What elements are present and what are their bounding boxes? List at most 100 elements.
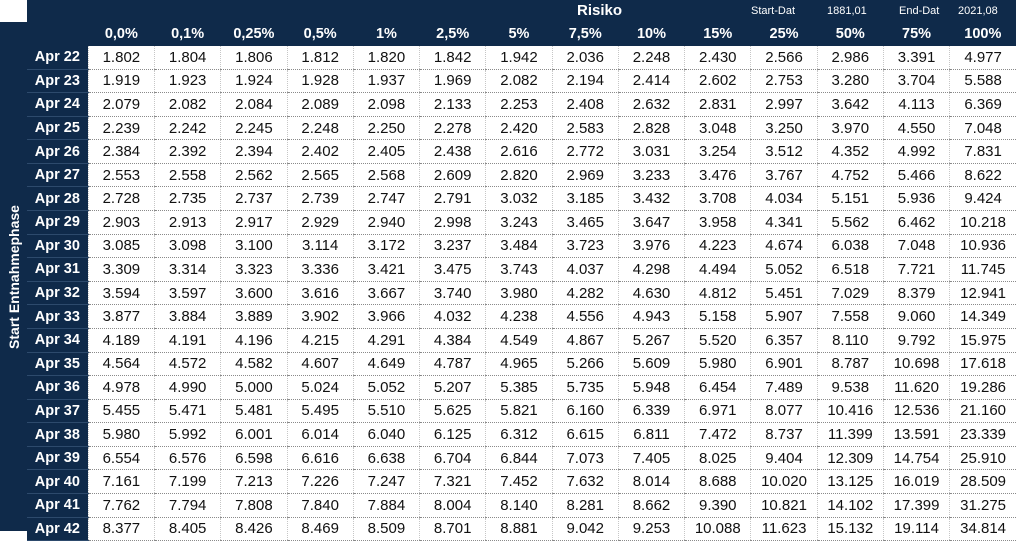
- table-cell[interactable]: 2.986: [816, 46, 884, 70]
- table-cell[interactable]: 8.662: [617, 493, 685, 518]
- table-cell[interactable]: 5.052: [352, 375, 420, 400]
- table-cell[interactable]: 2.405: [352, 139, 420, 164]
- table-cell[interactable]: 5.980: [684, 352, 751, 377]
- row-header[interactable]: Apr 24: [27, 92, 89, 117]
- row-header[interactable]: Apr 35: [27, 352, 89, 377]
- table-cell[interactable]: 6.312: [485, 422, 553, 447]
- table-cell[interactable]: 4.032: [419, 304, 486, 329]
- table-cell[interactable]: 1.806: [220, 46, 288, 70]
- table-cell[interactable]: 4.494: [684, 257, 751, 282]
- row-header[interactable]: Apr 33: [27, 304, 89, 329]
- table-cell[interactable]: 2.929: [286, 210, 354, 235]
- table-cell[interactable]: 3.031: [617, 139, 685, 164]
- table-cell[interactable]: 4.223: [684, 234, 751, 259]
- table-cell[interactable]: 2.239: [87, 116, 155, 141]
- table-cell[interactable]: 2.831: [684, 92, 751, 117]
- table-cell[interactable]: 6.971: [684, 399, 751, 424]
- table-cell[interactable]: 11.623: [750, 517, 818, 541]
- table-cell[interactable]: 3.884: [153, 304, 221, 329]
- table-cell[interactable]: 10.218: [949, 210, 1016, 235]
- table-cell[interactable]: 3.647: [617, 210, 685, 235]
- table-cell[interactable]: 19.114: [882, 517, 950, 541]
- table-cell[interactable]: 6.901: [750, 352, 818, 377]
- table-cell[interactable]: 2.036: [551, 46, 619, 70]
- table-cell[interactable]: 4.943: [617, 304, 685, 329]
- table-cell[interactable]: 2.084: [220, 92, 288, 117]
- table-cell[interactable]: 4.630: [617, 281, 685, 306]
- table-cell[interactable]: 3.233: [617, 163, 685, 188]
- table-cell[interactable]: 11.745: [949, 257, 1016, 282]
- table-cell[interactable]: 3.048: [684, 116, 751, 141]
- table-cell[interactable]: 5.520: [684, 328, 751, 353]
- table-cell[interactable]: 8.405: [153, 517, 221, 541]
- table-cell[interactable]: 4.550: [882, 116, 950, 141]
- table-cell[interactable]: 2.394: [220, 139, 288, 164]
- row-header[interactable]: Apr 38: [27, 422, 89, 447]
- table-cell[interactable]: 8.509: [352, 517, 420, 541]
- table-cell[interactable]: 2.568: [352, 163, 420, 188]
- table-cell[interactable]: 7.226: [286, 469, 354, 494]
- row-header[interactable]: Apr 27: [27, 163, 89, 188]
- table-cell[interactable]: 2.747: [352, 186, 420, 212]
- table-cell[interactable]: 6.616: [286, 446, 354, 471]
- table-cell[interactable]: 1.969: [419, 69, 486, 94]
- table-cell[interactable]: 8.379: [882, 281, 950, 306]
- table-cell[interactable]: 9.538: [816, 375, 884, 400]
- table-cell[interactable]: 4.649: [352, 352, 420, 377]
- table-cell[interactable]: 7.199: [153, 469, 221, 494]
- table-cell[interactable]: 2.420: [485, 116, 553, 141]
- table-cell[interactable]: 4.752: [816, 163, 884, 188]
- table-cell[interactable]: 4.196: [220, 328, 288, 353]
- table-cell[interactable]: 8.077: [750, 399, 818, 424]
- table-cell[interactable]: 7.048: [949, 116, 1016, 141]
- column-header[interactable]: 0,5%: [287, 22, 354, 46]
- table-cell[interactable]: 9.042: [551, 517, 619, 541]
- table-cell[interactable]: 2.566: [750, 46, 818, 70]
- table-cell[interactable]: 5.385: [485, 375, 553, 400]
- table-cell[interactable]: 8.881: [485, 517, 553, 541]
- column-header[interactable]: 25%: [750, 22, 818, 46]
- table-cell[interactable]: 3.877: [87, 304, 155, 329]
- table-cell[interactable]: 6.554: [87, 446, 155, 471]
- table-cell[interactable]: 1.923: [153, 69, 221, 94]
- table-cell[interactable]: 4.341: [750, 210, 818, 235]
- table-cell[interactable]: 1.842: [419, 46, 486, 70]
- table-cell[interactable]: 5.588: [949, 69, 1016, 94]
- table-cell[interactable]: 2.609: [419, 163, 486, 188]
- table-cell[interactable]: 3.314: [153, 257, 221, 282]
- table-cell[interactable]: 4.556: [551, 304, 619, 329]
- table-cell[interactable]: 7.472: [684, 422, 751, 447]
- table-cell[interactable]: 13.125: [816, 469, 884, 494]
- table-cell[interactable]: 13.591: [882, 422, 950, 447]
- table-cell[interactable]: 17.399: [882, 493, 950, 518]
- table-cell[interactable]: 2.969: [551, 163, 619, 188]
- table-cell[interactable]: 1.820: [352, 46, 420, 70]
- column-header[interactable]: 0,0%: [88, 22, 155, 46]
- table-cell[interactable]: 2.998: [419, 210, 486, 235]
- risk-label[interactable]: Risiko: [577, 2, 623, 19]
- table-cell[interactable]: 4.990: [153, 375, 221, 400]
- table-cell[interactable]: 7.762: [87, 493, 155, 518]
- table-cell[interactable]: 6.615: [551, 422, 619, 447]
- column-header[interactable]: 7,5%: [552, 22, 619, 46]
- table-cell[interactable]: 5.455: [87, 399, 155, 424]
- table-cell[interactable]: 9.390: [684, 493, 751, 518]
- table-cell[interactable]: 9.424: [949, 186, 1016, 212]
- table-cell[interactable]: 3.172: [352, 234, 420, 259]
- table-cell[interactable]: 2.772: [551, 139, 619, 164]
- table-cell[interactable]: 5.471: [153, 399, 221, 424]
- table-cell[interactable]: 5.948: [617, 375, 685, 400]
- table-cell[interactable]: 4.787: [419, 352, 486, 377]
- table-cell[interactable]: 2.278: [419, 116, 486, 141]
- table-cell[interactable]: 2.248: [617, 46, 685, 70]
- table-cell[interactable]: 2.565: [286, 163, 354, 188]
- table-cell[interactable]: 6.357: [750, 328, 818, 353]
- table-cell[interactable]: 5.481: [220, 399, 288, 424]
- table-cell[interactable]: 4.352: [816, 139, 884, 164]
- table-cell[interactable]: 12.309: [816, 446, 884, 471]
- end-date-value[interactable]: 2021,08: [958, 5, 998, 17]
- table-cell[interactable]: 2.438: [419, 139, 486, 164]
- column-header[interactable]: 2,5%: [419, 22, 486, 46]
- table-cell[interactable]: 5.821: [485, 399, 553, 424]
- table-cell[interactable]: 3.723: [551, 234, 619, 259]
